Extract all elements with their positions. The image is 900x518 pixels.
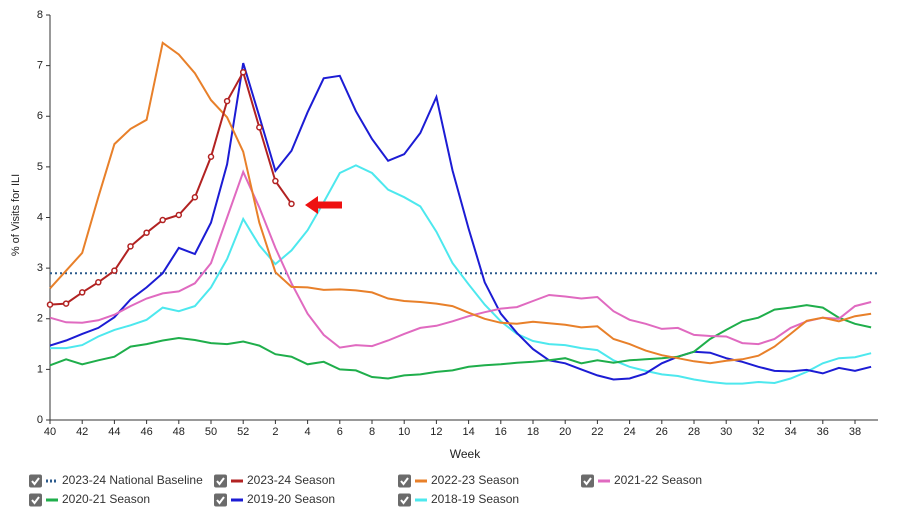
pointer-arrow	[305, 196, 342, 214]
point	[46, 301, 54, 308]
legend-checkbox[interactable]	[398, 474, 411, 488]
y-tick-label: 8	[37, 9, 43, 21]
x-tick-label: 30	[720, 426, 732, 438]
point	[272, 177, 279, 185]
point	[223, 97, 231, 105]
legend-label: 2022-23 Season	[431, 473, 519, 487]
legend-label: 2018-19 Season	[431, 492, 519, 506]
series-line	[49, 62, 872, 381]
checkmark	[400, 477, 409, 486]
series-line	[49, 304, 872, 380]
x-tick-label: 4	[305, 426, 311, 438]
legend-label: 2020-21 Season	[62, 492, 150, 506]
point	[78, 289, 86, 296]
checkmark	[31, 496, 40, 505]
checkmark	[400, 496, 409, 505]
point	[175, 211, 183, 219]
y-tick-label: 0	[37, 414, 43, 426]
series-line	[50, 164, 872, 385]
series-line	[49, 41, 872, 365]
point	[62, 300, 70, 307]
x-tick-label: 12	[430, 426, 442, 438]
legend-item[interactable]: 2021-22 Season	[581, 473, 702, 488]
legend-label: 2023-24 National Baseline	[62, 473, 203, 487]
legend: 2023-24 National Baseline 2023-24 Season 2…	[29, 473, 702, 507]
y-tick-label: 2	[37, 313, 43, 325]
point	[143, 229, 150, 236]
y-tick-label: 3	[37, 262, 43, 274]
legend-item[interactable]: 2020-21 Season	[29, 492, 150, 507]
checkmark	[216, 477, 225, 486]
legend-item[interactable]: 2023-24 Season	[214, 473, 335, 488]
legend-item[interactable]: 2018-19 Season	[398, 492, 519, 507]
point	[95, 279, 102, 286]
point	[288, 200, 295, 208]
x-tick-label: 16	[495, 426, 507, 438]
x-tick-label: 10	[398, 426, 410, 438]
x-tick-label: 28	[688, 426, 700, 438]
x-tick-label: 34	[784, 426, 796, 438]
x-tick-label: 24	[623, 426, 635, 438]
y-axis-label: % of Visits for ILI	[10, 174, 22, 256]
checkmark	[216, 496, 225, 505]
series-line	[49, 69, 293, 306]
x-tick-label: 22	[591, 426, 603, 438]
point	[256, 124, 263, 131]
point	[239, 68, 247, 76]
point	[159, 216, 166, 224]
x-axis-label: Week	[450, 447, 481, 461]
y-tick-label: 7	[37, 60, 43, 72]
x-tick-label: 42	[76, 426, 88, 438]
x-tick-label: 20	[559, 426, 571, 438]
point	[111, 267, 118, 274]
x-tick-label: 6	[337, 426, 343, 438]
x-tick-label: 46	[140, 426, 152, 438]
point	[207, 153, 215, 160]
y-tick-label: 6	[37, 110, 43, 122]
point	[191, 194, 199, 201]
x-tick-label: 8	[369, 426, 375, 438]
x-tick-label: 50	[205, 426, 217, 438]
point	[127, 243, 134, 250]
legend-label: 2021-22 Season	[614, 473, 702, 487]
legend-checkbox[interactable]	[581, 474, 594, 488]
x-tick-label: 40	[44, 426, 56, 438]
legend-item[interactable]: 2022-23 Season	[398, 473, 519, 488]
x-tick-label: 18	[527, 426, 539, 438]
legend-label: 2023-24 Season	[247, 473, 335, 487]
x-tick-label: 52	[237, 426, 249, 438]
checkmark	[31, 477, 40, 486]
legend-checkbox[interactable]	[398, 493, 411, 507]
series-line	[49, 169, 872, 349]
y-tick-label: 1	[37, 363, 43, 375]
x-tick-label: 44	[108, 426, 120, 438]
x-tick-label: 38	[849, 426, 861, 438]
x-tick-label: 14	[462, 426, 474, 438]
x-tick-label: 26	[656, 426, 668, 438]
x-tick-label: 36	[817, 426, 829, 438]
x-tick-label: 2	[272, 426, 278, 438]
legend-label: 2019-20 Season	[247, 492, 335, 506]
y-tick-label: 5	[37, 161, 43, 173]
legend-item[interactable]: 2019-20 Season	[214, 492, 335, 507]
y-tick-label: 4	[37, 211, 43, 223]
x-tick-label: 48	[173, 426, 185, 438]
x-tick-label: 32	[752, 426, 764, 438]
legend-item[interactable]: 2023-24 National Baseline	[29, 473, 203, 488]
checkmark	[583, 477, 592, 486]
